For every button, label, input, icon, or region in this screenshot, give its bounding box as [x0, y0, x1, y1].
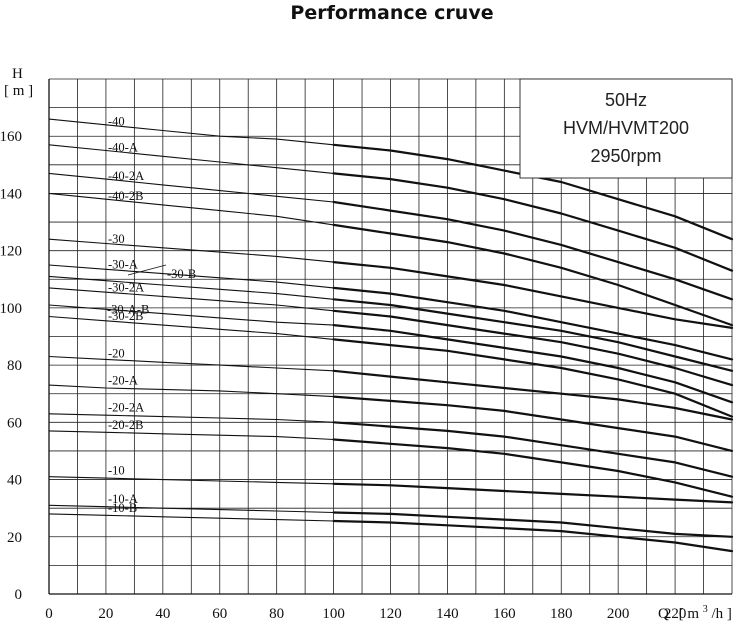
curve-label-6: -30-B	[167, 267, 196, 281]
x-axis-unit-prefix: [ m	[679, 606, 700, 622]
y-tick-160: 160	[0, 129, 22, 145]
curve-thin-2	[48, 172, 335, 203]
curve-label-8: -30-A-B	[107, 303, 149, 317]
y-axis-letter: H	[12, 66, 23, 82]
x-tick-80: 80	[269, 606, 284, 622]
curve-label-1: -40-A	[108, 140, 138, 154]
curve-bold-15	[332, 511, 734, 538]
curve-thin-1	[48, 144, 335, 174]
curve-thin-6	[48, 275, 335, 300]
curve-thin-14	[48, 476, 335, 485]
y-axis-unit: [ m ]	[4, 83, 33, 99]
curve-label-14: -10	[108, 464, 125, 478]
curve-label-3: -40-2B	[108, 189, 143, 203]
curve-bold-1	[332, 172, 734, 272]
curve-thin-9	[48, 315, 335, 340]
x-axis-letter: Q	[658, 606, 669, 622]
y-tick-80: 80	[7, 358, 22, 374]
curve-bold-12	[332, 421, 734, 478]
curve-label-12: -20-2A	[108, 401, 144, 415]
info-model: HVM/HVMT200	[563, 118, 689, 138]
curve-bold-14	[332, 482, 734, 504]
x-tick-220: 220	[664, 606, 687, 622]
curve-bold-9	[332, 338, 734, 418]
curve-bold-5	[332, 286, 734, 361]
info-box: 50Hz HVM/HVMT200 2950rpm	[519, 78, 733, 179]
curve-bold-8	[332, 324, 734, 404]
curve-thin-12	[48, 413, 335, 423]
curve-thin-11	[48, 384, 335, 398]
x-tick-100: 100	[322, 606, 345, 622]
curve-thin-13	[48, 430, 335, 441]
curve-thin-15	[48, 504, 335, 514]
curve-thin-7	[48, 287, 335, 312]
curve-bold-10	[332, 369, 734, 421]
x-axis-label: Q [ m 3 /h ]	[658, 600, 732, 622]
curve-bold-13	[332, 438, 734, 498]
curve-thin-3	[48, 192, 335, 226]
curve-thin-8	[48, 304, 335, 326]
curve-label-10: -20	[108, 346, 125, 360]
curve-label-16: -10-B	[108, 501, 137, 515]
curve-label-2: -40-2A	[108, 169, 144, 183]
tick-labels: 0 20 40 60 80 100 120 140 160 180 200 220 0 20 40 60 80 1…	[0, 129, 686, 622]
x-tick-40: 40	[155, 606, 170, 622]
curve-bold-3	[332, 223, 734, 327]
x-tick-0: 0	[45, 606, 53, 622]
y-tick-40: 40	[7, 473, 22, 489]
curve-label-9: -30-2B	[108, 309, 143, 323]
curve-label-13: -20-2B	[108, 418, 143, 432]
curve-bold-11	[332, 395, 734, 452]
y-tick-60: 60	[7, 415, 22, 431]
curve-label-0: -40	[108, 115, 125, 129]
x-axis-unit-suffix: /h ]	[712, 606, 732, 622]
x-tick-140: 140	[436, 606, 459, 622]
x-tick-180: 180	[550, 606, 573, 622]
curve-label-15: -10-A	[108, 492, 138, 506]
y-tick-0: 0	[15, 587, 23, 603]
x-axis-unit-sup: 3	[703, 604, 708, 615]
info-speed: 2950rpm	[590, 146, 661, 166]
label-leader--30-B	[127, 264, 167, 276]
curve-label-7: -30-2A	[108, 280, 144, 294]
curve-thin-16	[48, 513, 335, 522]
curve-label-11: -20-A	[108, 373, 138, 387]
curve-label-4: -30	[108, 232, 125, 246]
curve-labels: -40 -40-A -40-2A -40-2B -30 -30-A -30-B -30-2A -…	[107, 115, 196, 515]
y-tick-140: 140	[0, 186, 22, 202]
curve-thin-5	[48, 264, 335, 289]
x-tick-20: 20	[98, 606, 113, 622]
y-tick-120: 120	[0, 244, 22, 260]
y-tick-100: 100	[0, 301, 22, 317]
curve-bold-16	[332, 519, 734, 553]
x-tick-160: 160	[493, 606, 516, 622]
x-tick-200: 200	[607, 606, 630, 622]
curve-bold-7	[332, 309, 734, 387]
y-tick-20: 20	[7, 530, 22, 546]
curve-label-5: -30-A	[108, 258, 138, 272]
curve-thin-10	[48, 355, 335, 372]
chart-title: Performance cruve	[290, 2, 494, 24]
info-box-frame	[519, 78, 733, 179]
x-tick-120: 120	[379, 606, 402, 622]
info-frequency: 50Hz	[605, 90, 647, 110]
curve-bold-4	[332, 261, 734, 329]
x-tick-60: 60	[212, 606, 227, 622]
curve-thin-0	[48, 118, 335, 146]
curves	[48, 118, 734, 553]
curve-bold-6	[332, 298, 734, 372]
curve-bold-2	[332, 200, 734, 301]
curve-thin-4	[48, 238, 335, 263]
